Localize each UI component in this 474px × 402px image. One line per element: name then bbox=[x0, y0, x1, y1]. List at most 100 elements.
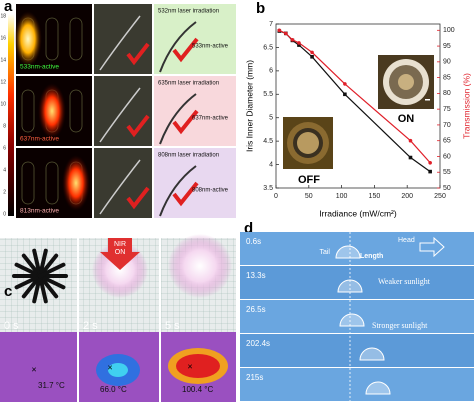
marker bbox=[408, 138, 413, 143]
schematic-label: 533nm-active bbox=[192, 44, 229, 50]
petal bbox=[38, 262, 66, 278]
thermal bbox=[0, 332, 77, 402]
colorbar bbox=[8, 14, 14, 216]
fiber bbox=[159, 165, 197, 217]
marker bbox=[297, 43, 301, 47]
y2-tick-label: 80 bbox=[443, 90, 451, 97]
y-tick-label: 7 bbox=[269, 21, 273, 28]
arrow-text: ON bbox=[115, 249, 126, 256]
colorbar-tick: 2 bbox=[3, 189, 6, 195]
x-tick-label: 200 bbox=[401, 193, 413, 200]
shape-outline bbox=[45, 161, 59, 205]
panel-c: NIR ON × × × 0 s 2 s 5 s 31.7 °C 66.0 °C… bbox=[0, 234, 236, 402]
rows: 533nm-active 532nm laser irradiation 533nm… bbox=[14, 4, 236, 218]
y-tick-label: 6.5 bbox=[263, 44, 273, 51]
marker bbox=[428, 169, 432, 174]
marker bbox=[428, 160, 432, 165]
x-tick-label: 150 bbox=[369, 193, 381, 200]
shape-outline bbox=[21, 161, 35, 205]
inset-off bbox=[283, 117, 333, 169]
x-tick-label: 100 bbox=[336, 193, 348, 200]
plot-frame bbox=[275, 23, 441, 189]
fiber bbox=[159, 93, 197, 145]
colorbar-ticks: 18 16 14 12 10 8 6 4 2 0 bbox=[0, 13, 6, 217]
shape-outline bbox=[69, 89, 83, 133]
marker bbox=[310, 55, 314, 59]
shape-outline bbox=[69, 17, 83, 61]
y2-tick-label: 85 bbox=[443, 74, 451, 81]
annotation: Weaker sunlight bbox=[378, 277, 431, 286]
strip bbox=[240, 232, 474, 265]
check bbox=[126, 186, 150, 210]
marker: × bbox=[187, 361, 192, 371]
fiber bbox=[159, 21, 197, 73]
panel-label: b bbox=[256, 0, 265, 17]
y-tick-label: 4.5 bbox=[263, 138, 273, 145]
annotation: Tail bbox=[319, 249, 330, 256]
strip bbox=[240, 368, 474, 401]
marker bbox=[343, 82, 347, 86]
x-tick-label: 50 bbox=[305, 193, 313, 200]
marker bbox=[343, 92, 347, 97]
robot bbox=[339, 313, 365, 327]
time: 0 s bbox=[4, 320, 19, 332]
time: 215s bbox=[246, 373, 263, 382]
marker bbox=[408, 155, 413, 160]
colorbar-tick: 14 bbox=[0, 57, 6, 63]
y2-tick-label: 60 bbox=[443, 153, 451, 160]
y-tick-label: 5.5 bbox=[263, 91, 273, 98]
flower-0s bbox=[12, 248, 68, 304]
y-tick-label: 3.5 bbox=[263, 185, 273, 192]
arrow bbox=[100, 238, 140, 270]
colorbar-tick: 16 bbox=[0, 35, 6, 41]
y-tick-label: 4 bbox=[269, 161, 273, 168]
colorbar-tick: 4 bbox=[3, 167, 6, 173]
inset-label: OFF bbox=[298, 174, 320, 186]
marker bbox=[310, 50, 314, 55]
colorbar-tick: 12 bbox=[0, 79, 6, 85]
marker: × bbox=[31, 364, 36, 374]
y2-tick-label: 90 bbox=[443, 59, 451, 66]
time: 0.6s bbox=[246, 237, 261, 246]
check bbox=[126, 42, 150, 66]
fiber bbox=[99, 15, 141, 71]
marker bbox=[297, 41, 301, 45]
schematic-label: 637nm-active bbox=[192, 116, 229, 122]
colorbar-tick: 10 bbox=[0, 101, 6, 107]
marker bbox=[277, 28, 282, 33]
schematic-label: 808nm-active bbox=[192, 188, 229, 194]
panel-label: c bbox=[4, 283, 12, 300]
x-axis-label: Irradiance (mW/cm²) bbox=[319, 208, 397, 218]
colorbar-tick: 8 bbox=[3, 123, 6, 129]
strip bbox=[240, 334, 474, 367]
glow bbox=[62, 155, 90, 211]
y2-tick-label: 50 bbox=[443, 185, 451, 192]
panel-label: a bbox=[4, 0, 13, 15]
colorbar-tick: 0 bbox=[3, 211, 6, 217]
y2-tick-label: 65 bbox=[443, 138, 451, 145]
robot bbox=[335, 245, 361, 259]
colorbar-tick: 6 bbox=[3, 145, 6, 151]
robot bbox=[359, 347, 385, 361]
active-label: 533nm-active bbox=[20, 64, 59, 71]
y-tick-label: 6 bbox=[269, 68, 273, 75]
annotation: Head bbox=[398, 237, 415, 244]
panel-label: d bbox=[244, 220, 253, 237]
laser-label: 635nm laser irradiation bbox=[158, 81, 219, 87]
y2-axis-label: Transmission (%) bbox=[461, 73, 471, 139]
check bbox=[172, 109, 199, 135]
laser-label: 808nm laser irradiation bbox=[158, 153, 219, 159]
y2-tick-label: 75 bbox=[443, 106, 451, 113]
active-label: 637nm-active bbox=[20, 136, 59, 143]
time: 202.4s bbox=[246, 339, 270, 348]
y-axis-label: Iris Inner Diameter (mm) bbox=[244, 60, 254, 152]
time: 5 s bbox=[165, 320, 180, 332]
glow bbox=[14, 11, 42, 67]
marker: × bbox=[107, 362, 112, 372]
check bbox=[172, 181, 199, 207]
time: 13.3s bbox=[246, 271, 266, 280]
inset-label: ON bbox=[398, 113, 415, 125]
colorbar-tick: 18 bbox=[0, 13, 6, 19]
arrow-text: NIR bbox=[114, 241, 126, 248]
